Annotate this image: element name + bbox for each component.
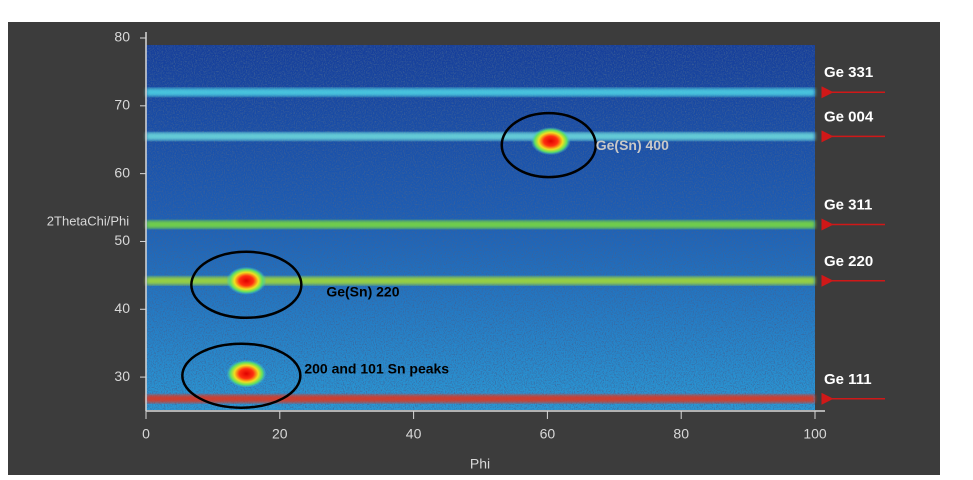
peak xyxy=(226,266,267,295)
band xyxy=(146,220,815,229)
y-tick-label: 50 xyxy=(114,232,130,248)
line-label: Ge 220 xyxy=(824,253,873,270)
band xyxy=(146,394,815,403)
band xyxy=(146,276,815,285)
line-label: Ge 111 xyxy=(824,371,872,388)
y-tick-label: 80 xyxy=(114,29,130,45)
x-axis-label: Phi xyxy=(470,456,490,472)
peak xyxy=(530,127,571,156)
peak-label: Ge(Sn) 220 xyxy=(326,283,399,299)
line-label: Ge 311 xyxy=(824,196,872,213)
peak-circle xyxy=(181,342,302,409)
peak xyxy=(226,359,267,388)
line-label: Ge 331 xyxy=(824,64,873,81)
x-tick-label: 20 xyxy=(272,426,288,442)
peak-circle xyxy=(190,250,303,320)
y-tick-label: 30 xyxy=(114,368,130,384)
x-tick-label: 100 xyxy=(803,426,827,442)
line-label: Ge 004 xyxy=(824,108,874,125)
peak-label: 200 and 101 Sn peaks xyxy=(304,360,449,376)
x-tick-label: 40 xyxy=(406,426,422,442)
x-tick-label: 0 xyxy=(142,426,150,442)
x-tick-label: 80 xyxy=(673,426,689,442)
peak-circle xyxy=(500,111,597,179)
band xyxy=(146,132,815,141)
plot-area xyxy=(146,45,815,410)
y-tick-label: 40 xyxy=(114,300,130,316)
y-axis-label: 2ThetaChi/Phi xyxy=(47,213,129,228)
y-tick-label: 70 xyxy=(114,97,130,113)
x-tick-label: 60 xyxy=(540,426,556,442)
y-tick-label: 60 xyxy=(114,164,130,180)
peak-label: Ge(Sn) 400 xyxy=(596,137,669,153)
band xyxy=(146,88,815,97)
